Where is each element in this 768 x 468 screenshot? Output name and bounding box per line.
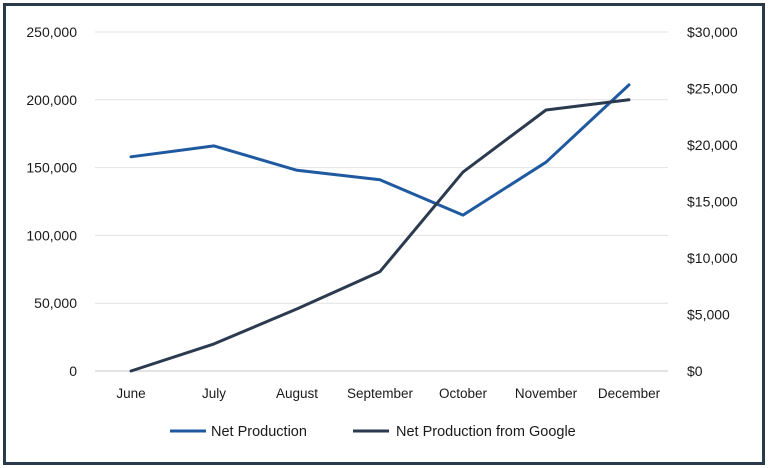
left-axis-tick-label: 100,000: [26, 227, 77, 243]
x-axis-tick-label: July: [202, 386, 226, 401]
series-lines: [129, 83, 631, 373]
left-axis-tick-label: 250,000: [26, 24, 77, 40]
gridlines: [95, 31, 668, 372]
legend-label: Net Production from Google: [396, 424, 576, 440]
right-axis-tick-label: $0: [687, 363, 703, 379]
x-axis-tick-label: August: [276, 386, 318, 401]
right-axis-ticks: $0 $5,000 $10,000 $15,000 $20,000 $25,000 $30,…: [687, 24, 738, 379]
right-axis-tick-label: $30,000: [687, 24, 738, 40]
left-axis-tick-label: 150,000: [26, 160, 77, 176]
right-axis-tick-label: $5,000: [687, 307, 730, 323]
left-axis-tick-label: 200,000: [26, 92, 77, 108]
right-axis-tick-label: $15,000: [687, 194, 738, 210]
x-axis-tick-label: September: [347, 386, 414, 401]
series-line-net-production-from-google: [129, 98, 631, 373]
left-axis-tick-label: 50,000: [34, 295, 77, 311]
series-line-net-production: [129, 83, 631, 217]
right-axis-tick-label: $20,000: [687, 137, 738, 153]
chart-frame: [3, 3, 765, 465]
left-axis-tick-label: 0: [69, 363, 77, 379]
right-axis-tick-label: $10,000: [687, 250, 738, 266]
legend-label: Net Production: [211, 424, 307, 440]
right-axis-tick-label: $25,000: [687, 81, 738, 97]
x-axis-tick-label: November: [515, 386, 578, 401]
x-axis-tick-label: October: [439, 386, 488, 401]
x-axis-tick-label: June: [116, 386, 145, 401]
left-axis-ticks: 0 50,000 100,000 150,000 200,000 250,000: [26, 24, 77, 379]
legend: Net Production Net Production from Google: [170, 424, 576, 440]
x-axis-tick-label: December: [598, 386, 661, 401]
x-axis-ticks: June July August September October November De…: [116, 386, 660, 401]
